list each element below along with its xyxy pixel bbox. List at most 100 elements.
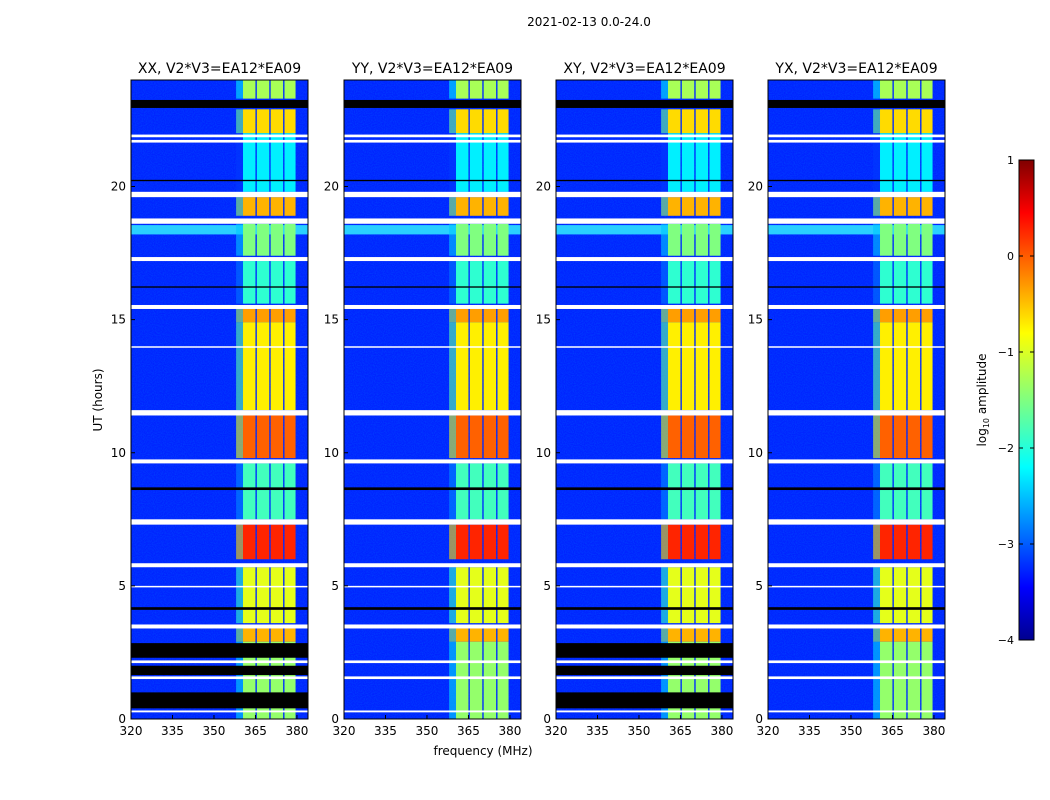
- flagged-row: [344, 585, 521, 588]
- x-tick-label: 365: [457, 724, 480, 738]
- flagged-row: [556, 218, 733, 224]
- flagged-row: [344, 563, 521, 568]
- heatmap-cell: [483, 524, 497, 560]
- heatmap-cell: [497, 628, 509, 642]
- flagged-row: [768, 459, 945, 464]
- x-tick-label: 350: [203, 724, 226, 738]
- flagged-row: [131, 218, 308, 224]
- heatmap-cell: [284, 524, 296, 560]
- heatmap-cell: [483, 322, 497, 411]
- heatmap-cell: [284, 641, 296, 719]
- heatmap-cell: [695, 524, 709, 560]
- heatmap-cell: [449, 524, 457, 560]
- heatmap-cell: [556, 225, 733, 235]
- heatmap-cell: [907, 567, 921, 624]
- heatmap-cell: [483, 415, 497, 459]
- flagged-row: [131, 487, 308, 491]
- heatmap-cell: [449, 322, 457, 411]
- y-tick-label: 20: [748, 180, 763, 194]
- heatmap-cell: [893, 261, 907, 304]
- y-tick-label: 15: [536, 313, 551, 327]
- flagged-row: [556, 304, 733, 309]
- heatmap-cell: [907, 80, 921, 99]
- flagged-row: [556, 346, 733, 348]
- heatmap-cell: [681, 463, 695, 520]
- figure-title: 2021-02-13 0.0-24.0: [527, 15, 651, 29]
- heatmap-cell: [709, 322, 721, 411]
- flagged-row: [131, 179, 308, 182]
- heatmap-cell: [893, 628, 907, 642]
- heatmap-cell: [497, 80, 509, 99]
- heatmap-cell: [880, 109, 893, 134]
- heatmap-cell: [243, 415, 256, 459]
- heatmap-cell: [256, 322, 270, 411]
- heatmap-cell: [893, 109, 907, 134]
- heatmap-cell: [483, 261, 497, 304]
- colorbar-tick-label: 0: [1007, 250, 1014, 263]
- heatmap-cell: [483, 628, 497, 642]
- heatmap-cell: [695, 308, 709, 323]
- heatmap-cell: [456, 109, 469, 134]
- heatmap-cell: [270, 261, 284, 304]
- y-tick-label: 15: [748, 313, 763, 327]
- heatmap-cell: [695, 322, 709, 411]
- heatmap-cell: [449, 223, 457, 256]
- heatmap-cell: [880, 308, 893, 323]
- flagged-row: [131, 563, 308, 568]
- flagged-row: [556, 519, 733, 525]
- heatmap-cell: [483, 109, 497, 134]
- heatmap-cell: [284, 628, 296, 642]
- heatmap-cell: [661, 80, 669, 99]
- x-tick-label: 320: [545, 724, 568, 738]
- heatmap-cell: [873, 133, 881, 192]
- heatmap-cell: [236, 197, 244, 216]
- heatmap-cell: [236, 308, 244, 323]
- flagged-row: [768, 218, 945, 224]
- flagged-row: [344, 519, 521, 525]
- heatmap-cell: [256, 524, 270, 560]
- heatmap-cell: [449, 197, 457, 216]
- colorbar-tick-label: −4: [998, 634, 1014, 647]
- x-tick-label: 350: [840, 724, 863, 738]
- heatmap-cell: [921, 197, 933, 216]
- flagged-row: [344, 191, 521, 198]
- y-tick-label: 20: [324, 180, 339, 194]
- heatmap-cell: [880, 80, 893, 99]
- heatmap-cell: [236, 261, 244, 304]
- panel-title: YX, V2*V3=EA12*EA09: [774, 61, 937, 77]
- heatmap-cell: [469, 80, 483, 99]
- heatmap-cell: [497, 567, 509, 624]
- y-tick-label: 0: [755, 712, 763, 726]
- heatmap-cell: [236, 628, 244, 642]
- flagged-row: [131, 286, 308, 288]
- heatmap-cell: [873, 628, 881, 642]
- heatmap-cell: [681, 567, 695, 624]
- heatmap-cell: [243, 567, 256, 624]
- heatmap-cell: [873, 223, 881, 256]
- heatmap-cell: [661, 641, 669, 719]
- flagged-row: [344, 710, 521, 713]
- flagged-row: [556, 624, 733, 629]
- panel-title: YY, V2*V3=EA12*EA09: [351, 61, 513, 77]
- heatmap-cell: [668, 322, 681, 411]
- flagged-row: [131, 585, 308, 588]
- heatmap-cell: [449, 80, 457, 99]
- heatmap-cell: [709, 197, 721, 216]
- heatmap-cell: [469, 415, 483, 459]
- x-tick-label: 380: [498, 724, 521, 738]
- flagged-row: [344, 134, 521, 138]
- x-tick-label: 320: [120, 724, 143, 738]
- flagged-row: [131, 257, 308, 262]
- heatmap-cell: [236, 524, 244, 560]
- heatmap-cell: [243, 308, 256, 323]
- colorbar-tick-label: 1: [1007, 154, 1014, 167]
- flagged-row: [556, 710, 733, 713]
- heatmap-cell: [469, 641, 483, 719]
- heatmap-cell: [256, 308, 270, 323]
- heatmap-cell: [893, 322, 907, 411]
- heatmap-cell: [243, 261, 256, 304]
- y-axis-label: UT (hours): [91, 368, 105, 431]
- heatmap-cell: [270, 628, 284, 642]
- heatmap-cell: [681, 524, 695, 560]
- heatmap-cell: [483, 133, 497, 192]
